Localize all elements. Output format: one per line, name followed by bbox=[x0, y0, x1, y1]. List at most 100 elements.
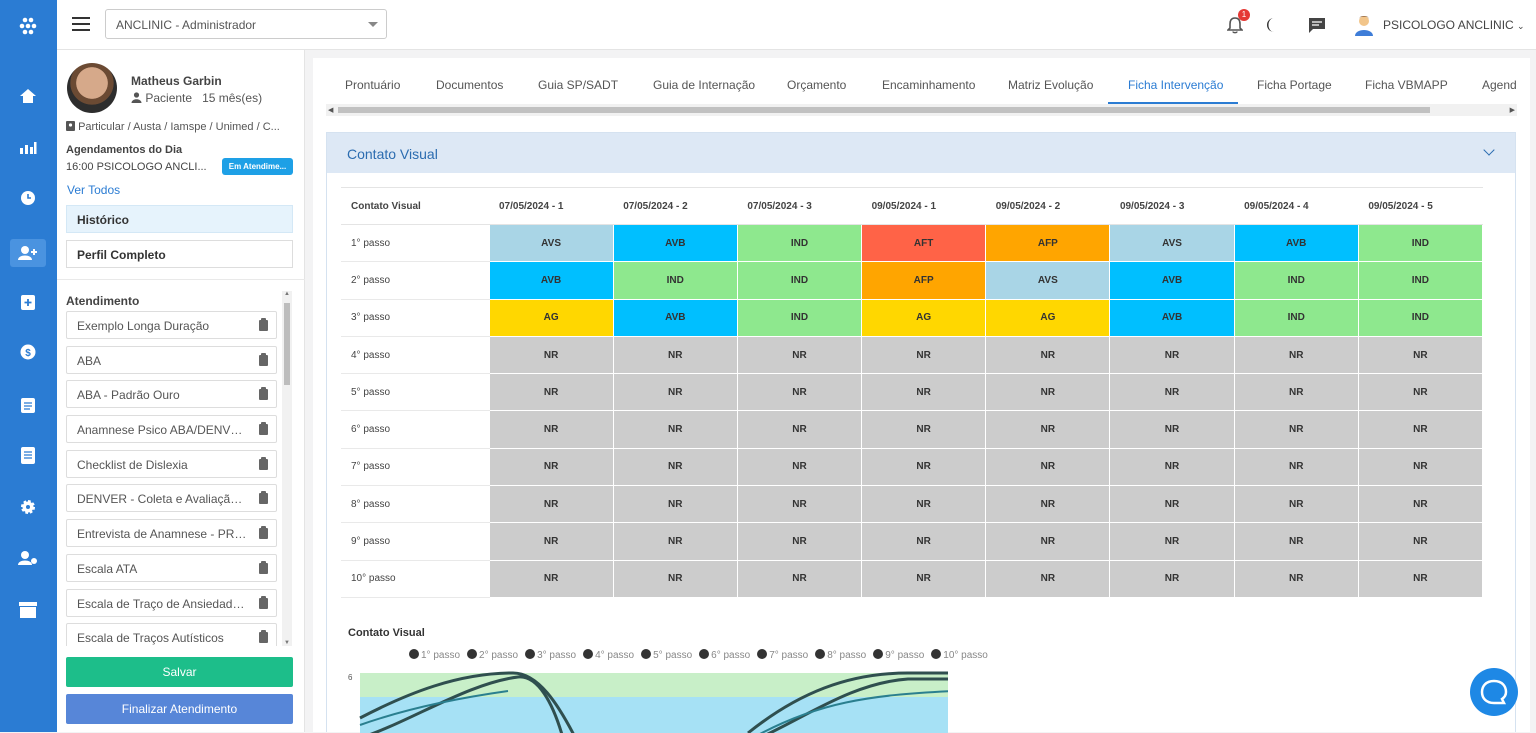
result-cell[interactable]: AVS bbox=[488, 223, 614, 263]
result-cell[interactable]: NR bbox=[736, 522, 863, 561]
scroll-left-icon[interactable]: ◀ bbox=[328, 107, 334, 114]
tab-item[interactable]: Guia de Internação bbox=[653, 78, 756, 92]
tab-item[interactable]: Orçamento bbox=[787, 78, 847, 92]
scroll-down-icon[interactable]: ▼ bbox=[284, 640, 290, 646]
clipboard-icon[interactable] bbox=[259, 318, 268, 331]
result-cell[interactable]: NR bbox=[1109, 410, 1235, 449]
result-cell[interactable]: AG bbox=[861, 298, 987, 337]
result-cell[interactable]: NR bbox=[861, 559, 987, 598]
result-cell[interactable]: NR bbox=[1109, 485, 1235, 524]
form-list-item[interactable]: Checklist de Dislexia bbox=[66, 449, 277, 478]
chart-icon[interactable] bbox=[18, 137, 38, 157]
result-cell[interactable]: NR bbox=[985, 559, 1111, 598]
result-cell[interactable]: NR bbox=[1357, 559, 1484, 598]
legend-item[interactable]: 1° passo bbox=[409, 649, 460, 661]
chat-icon[interactable] bbox=[1306, 14, 1328, 36]
dollar-icon[interactable]: $ bbox=[18, 342, 38, 362]
tab-item[interactable]: Encaminhamento bbox=[882, 78, 976, 92]
result-cell[interactable]: NR bbox=[985, 522, 1111, 561]
result-cell[interactable]: NR bbox=[985, 373, 1111, 412]
legend-item[interactable]: 10° passo bbox=[931, 649, 988, 661]
home-icon[interactable] bbox=[18, 86, 38, 106]
user-settings-icon[interactable] bbox=[18, 548, 38, 568]
agenda-item[interactable]: 16:00 PSICOLOGO ANCLI... bbox=[66, 161, 207, 173]
result-cell[interactable]: NR bbox=[1233, 410, 1359, 449]
result-cell[interactable]: IND bbox=[736, 298, 863, 337]
clipboard-icon[interactable] bbox=[259, 387, 268, 401]
result-cell[interactable]: NR bbox=[861, 335, 987, 375]
form-list-item[interactable]: Escala de Traço de Ansiedade In... bbox=[66, 588, 277, 617]
result-cell[interactable]: NR bbox=[1109, 447, 1235, 487]
result-cell[interactable]: NR bbox=[1357, 447, 1484, 487]
form-list-item[interactable]: Exemplo Longa Duração bbox=[66, 311, 277, 339]
clipboard-icon[interactable] bbox=[259, 422, 268, 436]
result-cell[interactable]: NR bbox=[1357, 522, 1484, 561]
result-cell[interactable]: IND bbox=[1357, 223, 1484, 263]
result-cell[interactable]: NR bbox=[1233, 522, 1359, 561]
result-cell[interactable]: AVS bbox=[1109, 223, 1235, 263]
clipboard-icon[interactable] bbox=[259, 595, 268, 609]
gear-icon[interactable] bbox=[18, 497, 38, 517]
chevron-down-icon[interactable] bbox=[1483, 144, 1495, 156]
result-cell[interactable]: NR bbox=[1233, 559, 1359, 598]
result-cell[interactable]: NR bbox=[736, 373, 863, 412]
form-list-item[interactable]: Anamnese Psico ABA/DENVER bbox=[66, 415, 277, 444]
scrollbar-thumb[interactable] bbox=[284, 303, 290, 385]
archive-icon[interactable] bbox=[18, 600, 38, 620]
result-cell[interactable]: NR bbox=[1357, 335, 1484, 375]
tab-item[interactable]: Ficha VBMAPP bbox=[1365, 78, 1448, 92]
result-cell[interactable]: AVB bbox=[1109, 261, 1235, 300]
result-cell[interactable]: NR bbox=[612, 410, 738, 449]
result-cell[interactable]: NR bbox=[1233, 373, 1359, 412]
legend-item[interactable]: 9° passo bbox=[873, 649, 924, 661]
result-cell[interactable]: NR bbox=[1357, 410, 1484, 449]
result-cell[interactable]: NR bbox=[1233, 485, 1359, 524]
result-cell[interactable]: NR bbox=[861, 410, 987, 449]
clipboard-icon[interactable] bbox=[259, 491, 268, 505]
result-cell[interactable]: AVB bbox=[612, 223, 738, 263]
result-cell[interactable]: NR bbox=[612, 373, 738, 412]
tab-item[interactable]: Ficha Intervenção bbox=[1128, 78, 1224, 92]
result-cell[interactable]: NR bbox=[612, 447, 738, 487]
result-cell[interactable]: NR bbox=[488, 447, 614, 487]
result-cell[interactable]: NR bbox=[488, 559, 614, 598]
salvar-button[interactable]: Salvar bbox=[66, 657, 293, 687]
result-cell[interactable]: IND bbox=[1357, 298, 1484, 337]
result-cell[interactable]: IND bbox=[736, 223, 863, 263]
bell-icon[interactable]: 1 bbox=[1224, 9, 1250, 36]
result-cell[interactable]: NR bbox=[488, 485, 614, 524]
result-cell[interactable]: NR bbox=[736, 447, 863, 487]
user-avatar[interactable] bbox=[1353, 14, 1375, 36]
tab-scrollbar[interactable]: ◀ ▶ bbox=[326, 104, 1517, 116]
result-cell[interactable]: IND bbox=[1233, 261, 1359, 300]
clinic-select[interactable]: ANCLINIC - Administrador bbox=[105, 9, 387, 39]
result-cell[interactable]: NR bbox=[861, 522, 987, 561]
chat-widget-button[interactable] bbox=[1470, 668, 1518, 716]
tab-item[interactable]: Agend bbox=[1482, 78, 1517, 92]
result-cell[interactable]: AVB bbox=[1233, 223, 1359, 263]
moon-icon[interactable] bbox=[1260, 14, 1282, 36]
legend-item[interactable]: 8° passo bbox=[815, 649, 866, 661]
result-cell[interactable]: AG bbox=[488, 298, 614, 337]
clipboard-plus-icon[interactable] bbox=[18, 291, 38, 311]
result-cell[interactable]: NR bbox=[1357, 373, 1484, 412]
result-cell[interactable]: NR bbox=[861, 485, 987, 524]
historico-button[interactable]: Histórico bbox=[66, 205, 293, 233]
result-cell[interactable]: AVB bbox=[1109, 298, 1235, 337]
result-cell[interactable]: NR bbox=[861, 373, 987, 412]
result-cell[interactable]: NR bbox=[488, 410, 614, 449]
result-cell[interactable]: NR bbox=[985, 485, 1111, 524]
result-cell[interactable]: NR bbox=[612, 522, 738, 561]
clipboard-icon[interactable] bbox=[259, 630, 268, 644]
result-cell[interactable]: NR bbox=[1109, 559, 1235, 598]
legend-item[interactable]: 3° passo bbox=[525, 649, 576, 661]
result-cell[interactable]: AVB bbox=[488, 261, 614, 300]
result-cell[interactable]: NR bbox=[1357, 485, 1484, 524]
result-cell[interactable]: IND bbox=[1233, 298, 1359, 337]
result-cell[interactable]: NR bbox=[1109, 335, 1235, 375]
legend-item[interactable]: 5° passo bbox=[641, 649, 692, 661]
clock-icon[interactable] bbox=[18, 188, 38, 208]
tab-item[interactable]: Prontuário bbox=[345, 78, 401, 92]
result-cell[interactable]: AVB bbox=[612, 298, 738, 337]
tab-item[interactable]: Matriz Evolução bbox=[1008, 78, 1094, 92]
